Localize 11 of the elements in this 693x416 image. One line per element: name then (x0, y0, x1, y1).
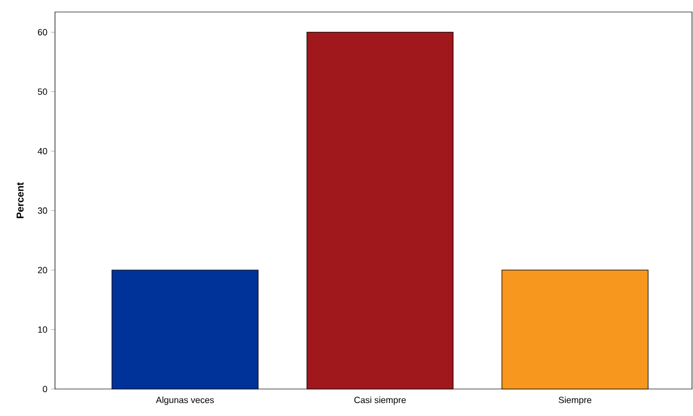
y-axis-title: Percent (16, 182, 24, 218)
y-tick-label: 50 (38, 88, 48, 95)
y-tick-label: 60 (38, 29, 48, 36)
y-tick-label: 20 (38, 266, 48, 274)
x-tick-label: Casi siempre (354, 396, 406, 405)
x-tick-label: Siempre (558, 396, 592, 405)
y-tick-label: 30 (38, 207, 48, 214)
x-tick-label: Algunas veces (156, 396, 214, 405)
y-tick-label: 10 (38, 326, 48, 333)
y-tick-label: 40 (38, 148, 48, 154)
y-tick-label: 0 (42, 386, 48, 392)
